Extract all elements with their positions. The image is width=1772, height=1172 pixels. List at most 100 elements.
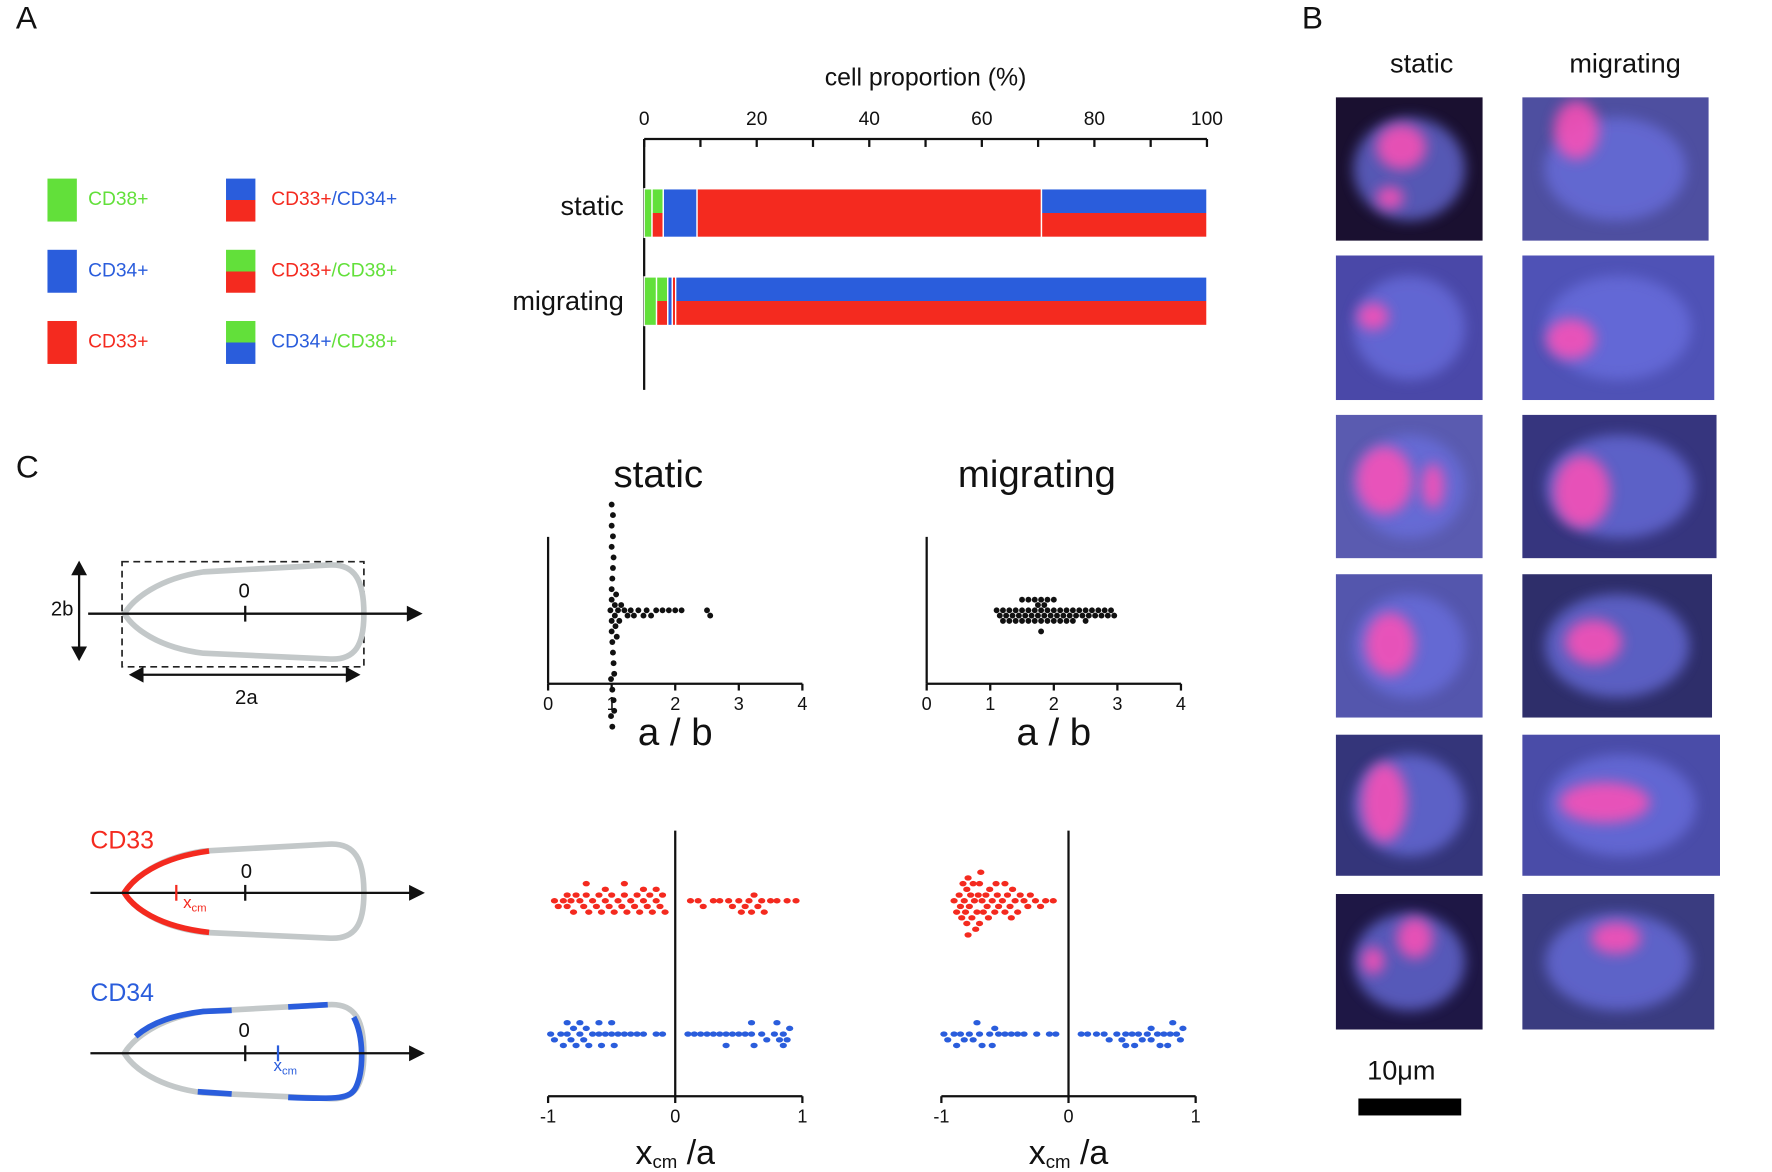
data-point xyxy=(608,586,615,593)
x-tick-label: 40 xyxy=(859,109,880,130)
category-label: migrating xyxy=(512,285,624,316)
data-point xyxy=(737,909,745,915)
data-point xyxy=(572,892,580,898)
data-point xyxy=(975,1031,984,1037)
data-point xyxy=(972,926,980,932)
bar-segment xyxy=(655,276,669,327)
data-point xyxy=(1042,898,1050,904)
data-point xyxy=(1020,898,1028,904)
data-point xyxy=(1025,617,1032,624)
marker-label: CD34 xyxy=(90,979,154,1007)
data-point xyxy=(1016,892,1024,898)
micrograph xyxy=(1335,255,1483,401)
data-point xyxy=(770,1031,779,1037)
data-point xyxy=(572,1042,580,1049)
legend-label: CD33+/CD34+ xyxy=(271,189,397,210)
data-point xyxy=(567,1037,575,1043)
data-point xyxy=(1057,617,1064,624)
data-point xyxy=(627,1031,635,1037)
nucleus-signal xyxy=(1376,186,1404,210)
data-point xyxy=(1003,892,1012,898)
nucleus-signal xyxy=(1545,318,1596,360)
data-point xyxy=(965,903,973,910)
data-point xyxy=(975,880,984,887)
cell-body xyxy=(1353,275,1466,380)
data-point xyxy=(608,1031,616,1037)
data-point xyxy=(775,1037,784,1043)
data-point xyxy=(597,909,606,915)
data-point xyxy=(601,886,609,893)
x-axis-label-sub: cm xyxy=(1046,1151,1071,1172)
data-point xyxy=(559,898,567,904)
bar-segment xyxy=(643,188,653,239)
data-point xyxy=(967,892,975,898)
data-point xyxy=(690,1031,698,1037)
data-point xyxy=(610,533,616,540)
data-point xyxy=(1031,607,1038,614)
nucleus-signal xyxy=(1361,947,1385,975)
data-point xyxy=(1131,1042,1139,1049)
data-point xyxy=(547,1031,555,1037)
data-point xyxy=(944,1037,952,1043)
legend-label-part: /CD38+ xyxy=(332,332,398,353)
data-point xyxy=(652,886,660,893)
data-point xyxy=(704,607,710,614)
data-point xyxy=(1101,607,1108,614)
column-header: static xyxy=(1390,48,1453,79)
data-point xyxy=(1098,612,1105,619)
legend-label-part: CD33+ xyxy=(271,260,331,281)
data-point xyxy=(610,649,616,656)
x-tick-label: 100 xyxy=(1191,109,1223,130)
data-point xyxy=(1164,1042,1172,1049)
data-point xyxy=(963,920,971,927)
data-point xyxy=(607,607,614,614)
nucleus-signal xyxy=(1365,612,1415,676)
x-axis-label: a / b xyxy=(638,711,713,754)
data-point xyxy=(1024,903,1032,910)
data-point xyxy=(1008,886,1017,893)
micrograph xyxy=(1522,97,1709,241)
data-point xyxy=(1011,898,1019,904)
data-point xyxy=(639,1031,648,1037)
category-label: static xyxy=(561,190,624,221)
data-point xyxy=(580,903,588,910)
panel-label: A xyxy=(16,0,38,36)
micrograph xyxy=(1522,574,1713,718)
data-point xyxy=(563,892,571,898)
data-point xyxy=(648,909,656,915)
data-point xyxy=(707,612,714,619)
micrographs xyxy=(1335,97,1721,1030)
data-point xyxy=(993,892,1001,898)
data-point xyxy=(1049,898,1057,904)
data-point xyxy=(747,1019,756,1026)
legend-label-part: CD34+ xyxy=(271,332,331,353)
data-point xyxy=(986,886,994,893)
data-point xyxy=(616,617,623,624)
data-point xyxy=(747,1031,756,1037)
data-point xyxy=(611,707,618,714)
data-point xyxy=(658,892,667,898)
data-point xyxy=(576,1019,584,1026)
data-point xyxy=(610,660,617,667)
data-point xyxy=(1050,617,1057,624)
nucleus-signal xyxy=(1553,455,1611,528)
data-point xyxy=(984,915,993,921)
data-point xyxy=(978,898,986,904)
data-point xyxy=(1038,617,1045,624)
data-point xyxy=(1009,612,1016,619)
data-point xyxy=(968,915,976,921)
panel-label: C xyxy=(16,448,39,484)
data-point xyxy=(1050,596,1057,603)
data-point xyxy=(722,1031,730,1037)
data-point xyxy=(1111,612,1118,619)
data-point xyxy=(735,1031,743,1037)
data-point xyxy=(716,898,724,904)
data-point xyxy=(630,612,637,619)
data-point xyxy=(550,898,559,904)
data-point xyxy=(969,1037,977,1043)
data-point xyxy=(1104,612,1111,619)
data-point xyxy=(1179,1025,1187,1032)
data-point xyxy=(741,1031,749,1037)
data-point xyxy=(613,633,620,640)
x-axis-label: a / b xyxy=(1016,711,1091,754)
